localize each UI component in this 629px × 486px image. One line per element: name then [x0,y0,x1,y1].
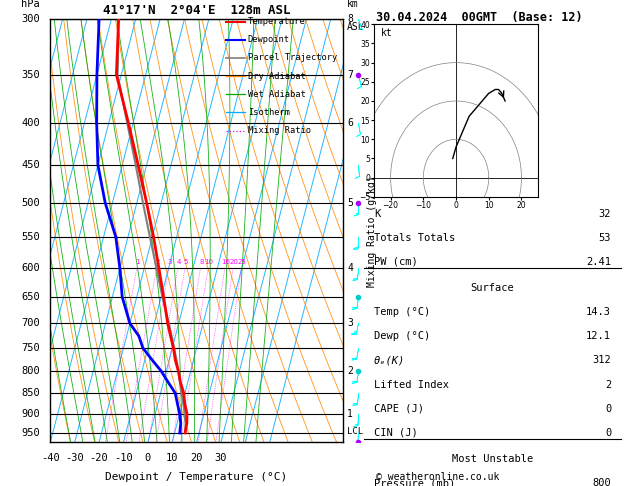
Text: 4: 4 [347,263,353,273]
Text: hPa: hPa [21,0,40,9]
Text: 5: 5 [347,198,353,208]
Text: 600: 600 [21,263,40,273]
Text: Most Unstable: Most Unstable [452,454,533,464]
Text: 8: 8 [347,15,353,24]
Text: kt: kt [381,28,392,38]
Text: K: K [374,208,380,219]
Text: 20: 20 [191,453,203,463]
Text: 7: 7 [347,69,353,80]
Text: 800: 800 [593,478,611,486]
Text: 2.41: 2.41 [586,257,611,267]
Text: 350: 350 [21,69,40,80]
Text: 5: 5 [184,259,188,265]
Text: CIN (J): CIN (J) [374,428,418,438]
Text: 30.04.2024  00GMT  (Base: 12): 30.04.2024 00GMT (Base: 12) [376,11,582,24]
Text: LCL: LCL [347,427,364,435]
Text: 20: 20 [230,259,238,265]
Text: 750: 750 [21,343,40,353]
Text: Dewpoint: Dewpoint [248,35,290,44]
Text: 0: 0 [145,453,151,463]
Text: -10: -10 [114,453,133,463]
Text: -40: -40 [41,453,60,463]
Text: CAPE (J): CAPE (J) [374,404,424,414]
Text: © weatheronline.co.uk: © weatheronline.co.uk [376,472,499,482]
Text: Dewpoint / Temperature (°C): Dewpoint / Temperature (°C) [106,472,287,482]
Text: 25: 25 [238,259,247,265]
Text: 1: 1 [136,259,140,265]
Text: 3: 3 [167,259,172,265]
Text: Totals Totals: Totals Totals [374,233,455,243]
Text: 550: 550 [21,232,40,242]
Text: Mixing Ratio (g/kg): Mixing Ratio (g/kg) [367,175,377,287]
Text: 2: 2 [605,380,611,390]
Text: Pressure (mb): Pressure (mb) [374,478,455,486]
Text: 0: 0 [605,404,611,414]
Text: km: km [347,0,359,9]
Text: Temp (°C): Temp (°C) [374,307,430,317]
Text: Dry Adiabat: Dry Adiabat [248,71,306,81]
Text: 53: 53 [599,233,611,243]
Text: Isotherm: Isotherm [248,108,290,117]
Text: Dewp (°C): Dewp (°C) [374,331,430,341]
Text: -20: -20 [90,453,108,463]
Text: Temperature: Temperature [248,17,306,26]
Text: 8: 8 [199,259,204,265]
Text: 4: 4 [177,259,181,265]
Text: ASL: ASL [347,21,365,32]
Text: 30: 30 [214,453,227,463]
Text: Surface: Surface [470,283,515,293]
Text: 500: 500 [21,198,40,208]
Text: PW (cm): PW (cm) [374,257,418,267]
Text: 0: 0 [605,428,611,438]
Text: Wet Adiabat: Wet Adiabat [248,90,306,99]
Text: 14.3: 14.3 [586,307,611,317]
Text: -30: -30 [65,453,84,463]
Text: 12.1: 12.1 [586,331,611,341]
Text: 900: 900 [21,409,40,418]
Text: 650: 650 [21,292,40,302]
Text: 850: 850 [21,388,40,398]
Text: 32: 32 [599,208,611,219]
Text: 1: 1 [347,409,353,418]
Text: 16: 16 [221,259,230,265]
Text: 400: 400 [21,118,40,128]
Text: 10: 10 [166,453,179,463]
Text: Lifted Index: Lifted Index [374,380,449,390]
Text: 6: 6 [347,118,353,128]
Text: 450: 450 [21,160,40,170]
Title: 41°17'N  2°04'E  128m ASL: 41°17'N 2°04'E 128m ASL [103,4,291,17]
Text: Mixing Ratio: Mixing Ratio [248,126,311,135]
Text: 700: 700 [21,318,40,329]
Text: Parcel Trajectory: Parcel Trajectory [248,53,337,62]
Text: 10: 10 [204,259,214,265]
Text: 800: 800 [21,366,40,376]
Text: 2: 2 [155,259,160,265]
Text: 3: 3 [347,318,353,329]
Text: 950: 950 [21,428,40,438]
Text: θₑ(K): θₑ(K) [374,355,405,365]
Text: 2: 2 [347,366,353,376]
Text: 300: 300 [21,15,40,24]
Text: 312: 312 [593,355,611,365]
